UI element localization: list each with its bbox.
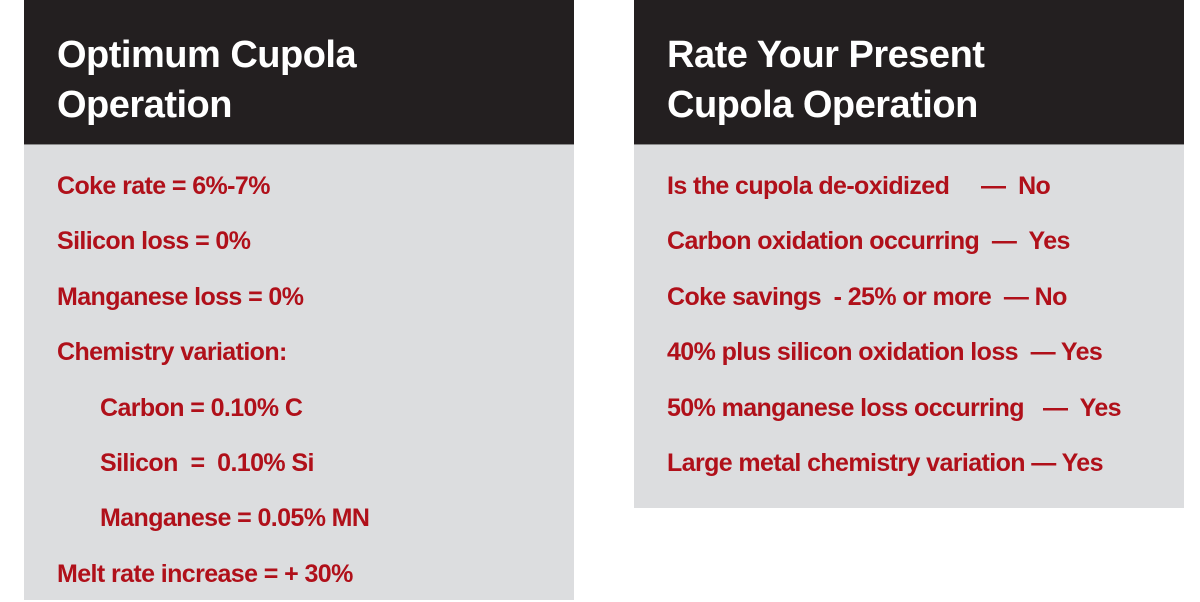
list-item-carbon-oxidation: Carbon oxidation occurring — Yes (667, 227, 1070, 256)
list-item-manganese-loss: 50% manganese loss occurring — Yes (667, 393, 1122, 422)
list-item-manganese-loss: Manganese loss = 0% (57, 282, 304, 311)
panel-title: Rate Your Present Cupola Operation (667, 30, 1184, 130)
list-item-melt-rate: Melt rate increase = + 30% (57, 559, 353, 588)
title-line: Operation (57, 84, 232, 126)
list-item-silicon-loss: Silicon loss = 0% (57, 227, 251, 256)
optimum-cupola-operation-panel: Optimum Cupola Operation Coke rate = 6%-… (24, 0, 574, 600)
optimum-values-list: Coke rate = 6%-7% Silicon loss = 0% Mang… (24, 145, 574, 602)
list-item-chemistry-variation: Large metal chemistry variation — Yes (667, 449, 1103, 478)
rate-present-operation-panel: Rate Your Present Cupola Operation Is th… (634, 0, 1184, 508)
rating-questions-list: Is the cupola de-oxidized — No Carbon ox… (634, 145, 1184, 491)
panel-title: Optimum Cupola Operation (57, 30, 574, 130)
list-item-chemistry-variation: Chemistry variation: (57, 338, 287, 367)
title-line: Optimum Cupola (57, 34, 357, 76)
title-line: Cupola Operation (667, 84, 978, 126)
list-item-deoxidized: Is the cupola de-oxidized — No (667, 172, 1051, 200)
title-line: Rate Your Present (667, 34, 985, 76)
list-item-silicon: Silicon = 0.10% Si (100, 449, 314, 478)
list-item-carbon: Carbon = 0.10% C (100, 393, 303, 422)
panel-header: Rate Your Present Cupola Operation (634, 0, 1184, 145)
list-item-coke-savings: Coke savings - 25% or more — No (667, 282, 1067, 311)
list-item-coke-rate: Coke rate = 6%-7% (57, 172, 270, 200)
list-item-manganese: Manganese = 0.05% MN (100, 504, 370, 533)
panel-header: Optimum Cupola Operation (24, 0, 574, 145)
list-item-silicon-oxidation: 40% plus silicon oxidation loss — Yes (667, 338, 1103, 367)
